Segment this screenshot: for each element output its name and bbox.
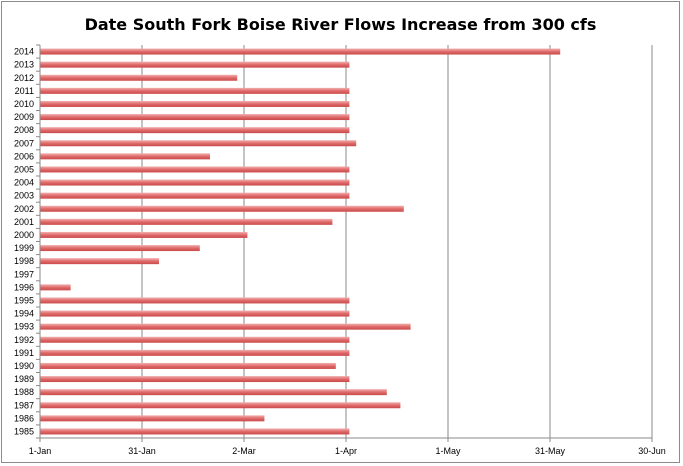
y-tick-label: 2004 — [14, 178, 34, 188]
y-tick-label: 1999 — [14, 243, 34, 253]
bar-1994 — [40, 310, 350, 317]
y-tick-label: 2007 — [14, 138, 34, 148]
y-tick-label: 2009 — [14, 112, 34, 122]
y-tick-label: 2002 — [14, 204, 34, 214]
bar-1988 — [40, 389, 387, 396]
bar-2000 — [40, 231, 248, 238]
bar-1990 — [40, 362, 336, 369]
bar-2014 — [40, 48, 561, 55]
y-tick-label: 1994 — [14, 309, 34, 319]
y-tick-label: 1998 — [14, 256, 34, 266]
bar-1996 — [40, 284, 71, 291]
y-tick-label: 1997 — [14, 269, 34, 279]
y-tick-label: 1993 — [14, 322, 34, 332]
bar-2010 — [40, 100, 350, 107]
y-tick-label: 1985 — [14, 426, 34, 436]
x-tick-labels: 1-Jan 31-Jan 2-Mar 1-Apr 1-May 31-May 30-Jun — [29, 438, 666, 456]
bar-1992 — [40, 336, 350, 343]
y-tick-label: 1989 — [14, 374, 34, 384]
bar-2011 — [40, 87, 350, 94]
bar-1999 — [40, 245, 200, 252]
bar-1985 — [40, 428, 350, 435]
axes — [39, 45, 652, 439]
bar-2004 — [40, 179, 350, 186]
bar-2003 — [40, 192, 350, 199]
y-tick-label: 2012 — [14, 73, 34, 83]
bar-1995 — [40, 297, 350, 304]
x-tick-label: 2-Mar — [232, 446, 256, 456]
y-tick-label: 1992 — [14, 335, 34, 345]
bar-1991 — [40, 349, 350, 356]
y-tick-label: 2011 — [15, 86, 34, 96]
bar-2013 — [40, 61, 350, 68]
y-tick-label: 2008 — [14, 125, 34, 135]
y-tick-label: 2010 — [14, 99, 34, 109]
y-tick-label: 1991 — [14, 348, 34, 358]
x-tick-label: 1-Jan — [29, 446, 52, 456]
y-tick-label: 1990 — [14, 361, 34, 371]
y-tick-label: 2005 — [14, 164, 34, 174]
bar-2008 — [40, 127, 350, 134]
y-tick-label: 1987 — [14, 400, 34, 410]
bar-1987 — [40, 402, 401, 409]
bar-2002 — [40, 205, 404, 212]
y-tick-labels: 1985 1986 1987 1988 1989 1990 1991 1992 1993 1994… — [14, 44, 40, 439]
y-tick-label: 1986 — [14, 413, 34, 423]
bar-2001 — [40, 218, 333, 225]
y-tick-label: 2014 — [14, 47, 34, 57]
bars — [40, 48, 561, 435]
y-tick-label: 1996 — [14, 282, 34, 292]
bar-1989 — [40, 376, 350, 383]
x-tick-label: 31-May — [535, 446, 566, 456]
bar-2006 — [40, 153, 210, 160]
bar-2009 — [40, 114, 350, 121]
x-tick-label: 31-Jan — [128, 446, 156, 456]
y-tick-label: 2001 — [14, 217, 34, 227]
y-tick-label: 1988 — [14, 387, 34, 397]
bar-1993 — [40, 323, 411, 330]
x-tick-label: 1-Apr — [335, 446, 357, 456]
bar-1998 — [40, 258, 159, 265]
x-tick-label: 1-May — [435, 446, 461, 456]
y-tick-label: 2013 — [14, 60, 34, 70]
gridlines — [141, 45, 653, 438]
y-tick-label: 2006 — [14, 151, 34, 161]
x-tick-label: 30-Jun — [638, 446, 666, 456]
y-tick-label: 2003 — [14, 191, 34, 201]
bar-2012 — [40, 74, 238, 81]
bar-1986 — [40, 415, 265, 422]
y-tick-label: 2000 — [14, 230, 34, 240]
y-tick-label: 1995 — [14, 295, 34, 305]
chart-title: Date South Fork Boise River Flows Increa… — [84, 15, 597, 34]
bar-2007 — [40, 140, 357, 147]
bar-2005 — [40, 166, 350, 173]
